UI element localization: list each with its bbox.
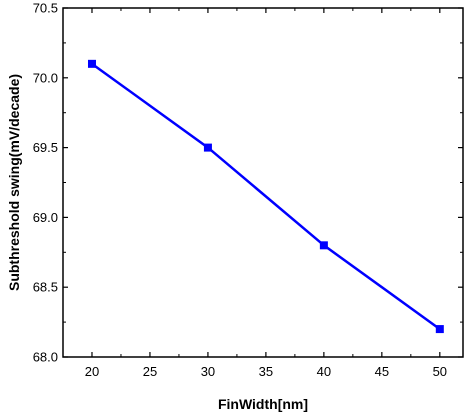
x-tick-label: 30: [201, 364, 215, 379]
plot-frame: [62, 7, 464, 358]
x-axis-title: FinWidth[nm]: [218, 396, 308, 412]
x-tick-label: 45: [375, 364, 389, 379]
y-tick-label: 69.0: [33, 210, 58, 225]
y-tick-label: 68.5: [33, 280, 58, 295]
series-line: [91, 62, 441, 331]
plot-series: [87, 59, 444, 334]
x-tick-label: 20: [85, 364, 99, 379]
x-tick-labels: 20 25 30 35 40 45 50: [85, 364, 447, 379]
data-point-marker: [435, 325, 444, 334]
x-tick-label: 35: [259, 364, 273, 379]
y-tick-label: 70.5: [33, 1, 58, 16]
data-point-marker: [203, 143, 212, 152]
axis-ticks: [63, 7, 463, 358]
y-tick-label: 68.0: [33, 350, 58, 365]
data-point-marker: [319, 241, 328, 250]
y-tick-label: 69.5: [33, 140, 58, 155]
y-axis-title: Subthreshold swing(mV/decade): [6, 74, 22, 291]
x-tick-label: 25: [143, 364, 157, 379]
data-point-marker: [87, 59, 96, 68]
x-tick-label: 50: [433, 364, 447, 379]
y-tick-labels: 68.0 68.5 69.0 69.5 70.0 70.5: [33, 1, 58, 365]
x-tick-label: 40: [317, 364, 331, 379]
y-tick-label: 70.0: [33, 70, 58, 85]
